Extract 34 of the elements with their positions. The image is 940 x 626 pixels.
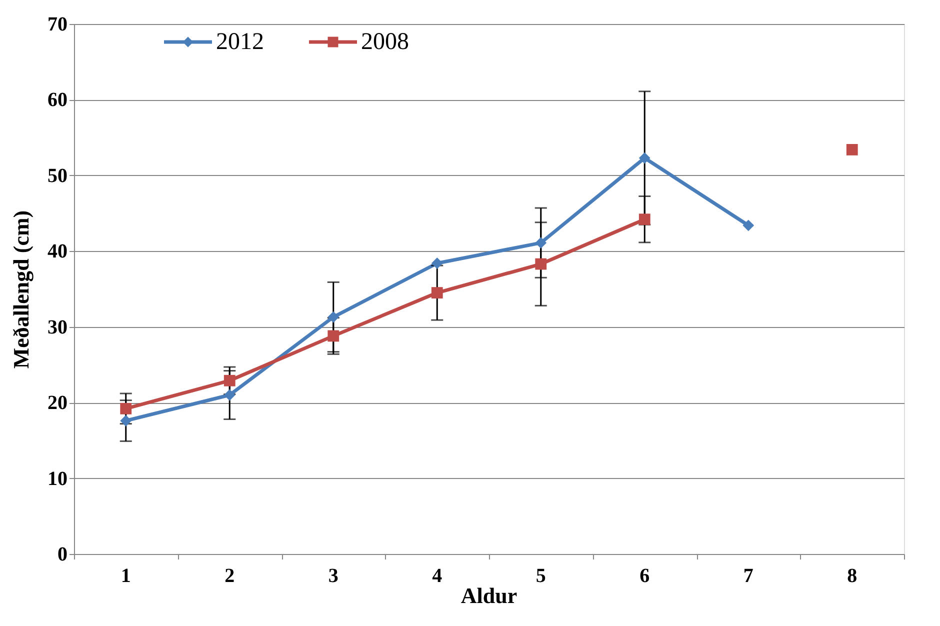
point — [846, 144, 858, 156]
y-tick-label: 70 — [48, 14, 68, 36]
x-tick-label: 3 — [328, 565, 338, 587]
x-tick-label: 7 — [743, 565, 754, 587]
y-tick-label: 0 — [58, 544, 68, 566]
y-tick-label: 60 — [48, 89, 68, 112]
point — [224, 374, 236, 386]
point — [120, 415, 132, 426]
point — [742, 220, 754, 232]
y-tick-label: 10 — [48, 468, 68, 490]
legend-label: 2012 — [216, 29, 264, 55]
point — [431, 287, 443, 298]
x-tick-label: 5 — [536, 565, 546, 587]
x-tick-label: 2 — [224, 565, 235, 587]
y-axis-title: Meðallengd (cm) — [8, 210, 34, 369]
point — [328, 330, 340, 342]
y-tick-label: 50 — [48, 164, 68, 187]
point — [638, 214, 650, 226]
y-tick-label: 30 — [48, 316, 68, 338]
legend-label: 2008 — [361, 29, 409, 55]
point — [328, 311, 340, 323]
y-tick-label: 40 — [48, 240, 68, 263]
point — [535, 237, 547, 249]
point — [535, 258, 547, 270]
x-axis-title: Aldur — [460, 583, 518, 608]
point — [431, 258, 443, 269]
point — [120, 402, 132, 414]
x-tick-label: 1 — [120, 565, 131, 587]
x-tick-label: 4 — [432, 565, 442, 587]
x-tick-label: 8 — [847, 565, 858, 587]
x-tick-label: 6 — [640, 565, 650, 587]
point — [224, 389, 236, 401]
y-tick-label: 20 — [48, 392, 68, 414]
point — [638, 152, 650, 164]
